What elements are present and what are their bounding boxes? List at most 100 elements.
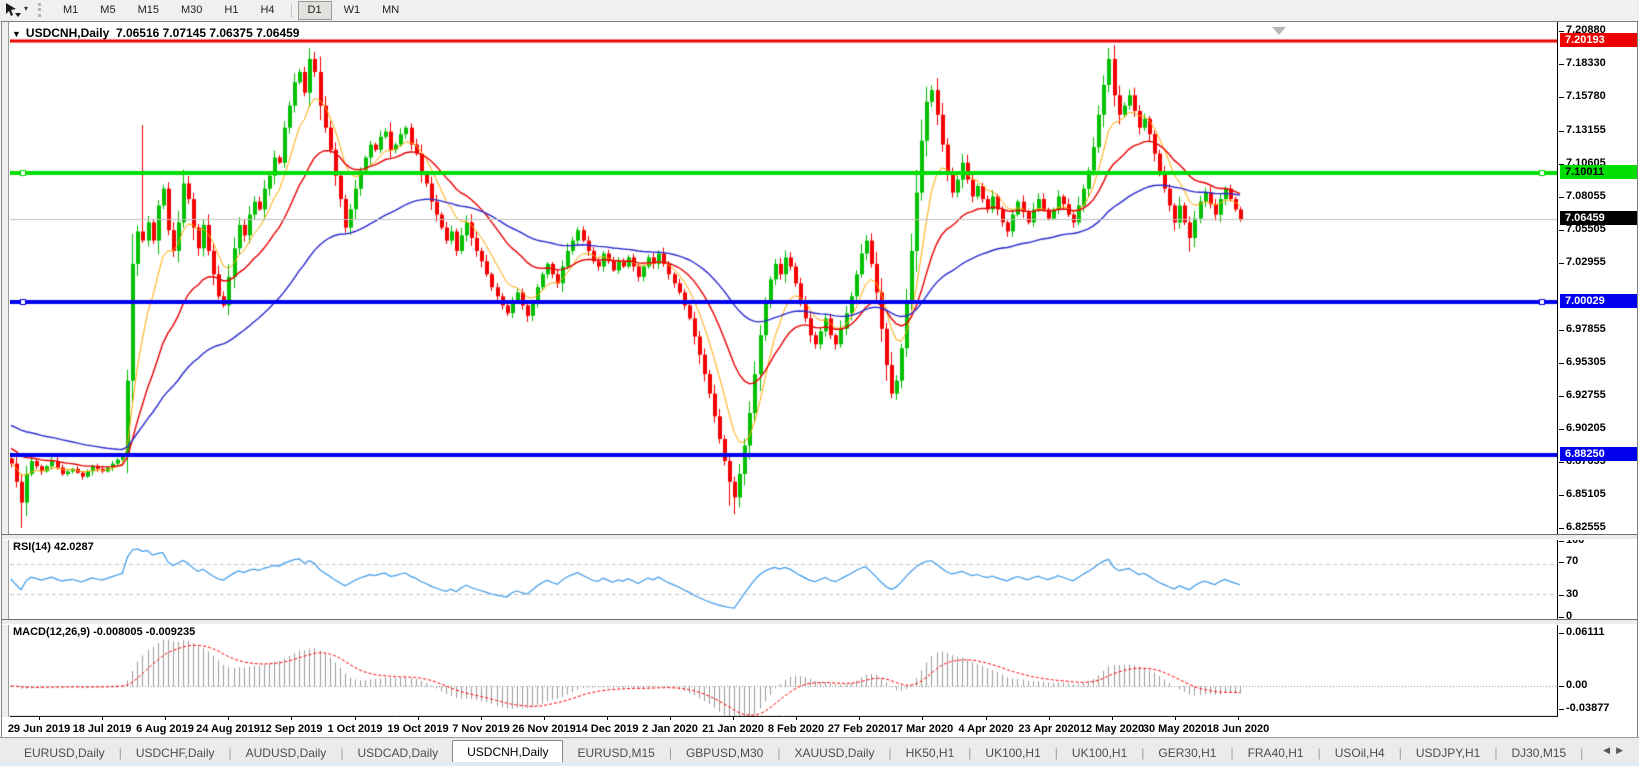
chart-window: ▼ USDCNH,Daily 7.06516 7.07145 7.06375 7.… [1,21,1638,739]
tab-separator: | [968,746,972,760]
date-tickmark [481,717,482,720]
tab-separator: | [668,746,672,760]
chart-title-ohlc: 7.06516 7.07145 7.06375 7.06459 [115,26,300,40]
date-label: 17 Mar 2020 [890,723,954,735]
chart-menu-caret-icon[interactable]: ▼ [12,29,21,39]
chart-tab-usdchf-daily[interactable]: USDCHF,Daily [135,746,215,760]
date-label: 6 Aug 2019 [136,723,194,735]
date-label: 24 Aug 2019 [196,723,260,735]
rsi-tick: 0 [1558,610,1573,622]
tab-separator: | [228,746,232,760]
chart-tab-audusd-daily[interactable]: AUDUSD,Daily [245,746,327,760]
tab-scroll-left-icon[interactable]: ◀ [1603,745,1617,755]
hline-price-label: 7.06459 [1560,211,1637,226]
price-tick: 6.92755 [1559,388,1606,401]
macd-tick: 0.06111 [1559,626,1605,638]
tab-separator: | [1141,746,1145,760]
chart-cursor-icon[interactable] [4,2,22,18]
timeframe-buttons: M1 M5 M15 M30 H1 H4 D1 W1 MN [52,0,410,21]
chart-title-symbol: USDCNH,Daily [25,26,110,40]
tab-separator: | [777,746,781,760]
timeframe-button-m30[interactable]: M30 [180,4,203,16]
chart-tab-uk100-h1[interactable]: UK100,H1 [1071,746,1128,760]
date-tickmark [418,717,419,720]
macd-label: MACD(12,26,9) -0.008005 -0.009235 [13,626,196,638]
timeframe-button-m1[interactable]: M1 [63,4,79,16]
timeframe-button-m5[interactable]: M5 [100,4,116,16]
rsi-tick: 70 [1558,555,1579,567]
price-tick: 7.02955 [1559,256,1606,269]
chart-shift-marker-icon[interactable] [1272,27,1286,35]
chart-tab-dj30-m15[interactable]: DJ30,M15 [1511,746,1567,760]
tab-scroll-right-icon[interactable]: ▶ [1616,745,1629,755]
timeframe-button-d1[interactable]: D1 [297,1,332,20]
price-tick: 6.95305 [1559,355,1606,368]
timeframe-toolbar: ▾ M1 M5 M15 M30 H1 H4 D1 W1 MN [0,0,1639,22]
timeframe-button-m15[interactable]: M15 [137,4,159,16]
timeframe-button-h1[interactable]: H1 [224,4,239,16]
hline-price-label: 7.20193 [1560,32,1637,47]
price-tick: 6.82555 [1559,521,1606,534]
chart-tab-usdjpy-h1[interactable]: USDJPY,H1 [1415,746,1481,760]
date-label: 8 Feb 2020 [767,723,825,735]
timeframe-button-mn[interactable]: MN [382,4,400,16]
chart-tab-eurusd-m15[interactable]: EURUSD,M15 [577,746,655,760]
chart-tab-bar: EURUSD,Daily | USDCHF,Daily | AUDUSD,Daily | U… [0,737,1639,763]
chart-tab-usdcad-daily[interactable]: USDCAD,Daily [357,746,439,760]
price-tick: 6.97855 [1559,322,1606,335]
date-label: 1 Oct 2019 [327,723,383,735]
chart-tab-usoil-h4[interactable]: USOil,H4 [1334,746,1385,760]
toolbar-grip[interactable] [38,3,44,17]
rsi-label: RSI(14) 42.0287 [13,541,94,553]
rsi-tick: 30 [1558,588,1579,600]
chart-tab-uk100-h1[interactable]: UK100,H1 [985,746,1041,760]
main-chart-canvas[interactable] [10,23,1557,534]
tab-separator: | [118,746,122,760]
chart-tab-xauusd-daily[interactable]: XAUUSD,Daily [794,746,875,760]
window-left-border [2,22,9,717]
tab-separator: | [1230,746,1234,760]
macd-tick: -0.03877 [1558,702,1610,714]
date-label: 23 Apr 2020 [1018,723,1080,735]
price-axis[interactable]: 7.20880 7.18330 7.15780 7.13155 7.10605 7.080… [1557,22,1637,717]
timeframe-button-h4[interactable]: H4 [260,4,275,16]
date-label: 14 Dec 2019 [575,723,639,735]
date-tickmark [607,717,608,720]
chart-tab-eurusd-daily[interactable]: EURUSD,Daily [24,746,105,760]
chart-tab-ger30-h1[interactable]: GER30,H1 [1158,746,1217,760]
chart-tab-usdcnh-daily[interactable]: USDCNH,Daily [452,740,564,763]
tab-separator: | [888,746,892,760]
pane-splitter[interactable] [2,534,1637,540]
date-label: 19 Oct 2019 [387,723,449,735]
price-tick: 7.05505 [1559,223,1606,236]
hline-price-label: 7.10011 [1560,164,1637,179]
date-label: 26 Nov 2019 [512,723,576,735]
tab-separator: | [1054,746,1058,760]
macd-tick: 0.00 [1558,679,1588,691]
date-tickmark [544,717,545,720]
rsi-indicator-canvas[interactable] [10,538,1557,619]
tab-separator: | [1398,746,1402,760]
pane-splitter[interactable] [2,619,1637,625]
date-tickmark [859,717,860,720]
date-tickmark [228,717,229,720]
date-label: 2 Jan 2020 [642,723,698,735]
date-tickmark [922,717,923,720]
chart-tab-hk50-h1[interactable]: HK50,H1 [905,746,955,760]
date-label: 18 Jul 2019 [72,723,132,735]
chart-tab-fra40-h1[interactable]: FRA40,H1 [1247,746,1304,760]
date-label: 21 Jan 2020 [702,723,764,735]
timeframe-button-w1[interactable]: W1 [343,4,361,16]
price-tick: 7.15780 [1559,90,1606,103]
price-tick: 6.90205 [1559,421,1606,434]
price-tick: 7.08055 [1559,190,1606,203]
dropdown-caret-icon[interactable]: ▾ [24,4,29,13]
date-label: 29 Jun 2019 [7,723,71,735]
hline-price-label: 7.00029 [1560,294,1637,309]
date-tickmark [670,717,671,720]
chart-tab-gbpusd-m30[interactable]: GBPUSD,M30 [685,746,764,760]
macd-indicator-canvas[interactable] [10,623,1557,717]
date-tickmark [39,717,40,720]
price-tick: 7.18330 [1559,57,1606,70]
